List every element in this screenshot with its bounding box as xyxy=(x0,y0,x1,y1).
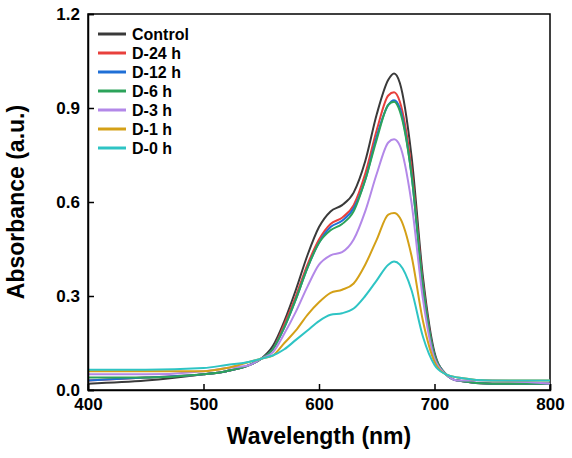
x-axis-line xyxy=(89,384,551,391)
x-tick-mark xyxy=(434,384,436,390)
series-line xyxy=(88,100,550,384)
y-axis: 0.0 0.3 0.6 0.9 1.2 xyxy=(56,5,94,400)
legend-swatch xyxy=(98,52,126,55)
plot-area: 4005006007008000.00.30.60.91.2ControlD-2… xyxy=(56,5,564,414)
y-tick-mark xyxy=(88,202,94,204)
x-tick: 600 xyxy=(305,384,333,414)
legend-entry: D-6 h xyxy=(98,83,172,100)
legend-swatch xyxy=(98,90,126,93)
legend-label: Control xyxy=(132,26,189,43)
legend-swatch xyxy=(98,33,126,36)
legend-swatch xyxy=(98,109,126,112)
x-tick: 800 xyxy=(536,384,564,414)
y-axis-line xyxy=(89,15,95,391)
lines xyxy=(88,74,550,384)
x-tick-mark xyxy=(319,384,321,390)
y-tick-mark xyxy=(88,390,94,392)
legend-entry: D-24 h xyxy=(98,45,181,62)
legend-swatch xyxy=(98,147,126,150)
plot-frame xyxy=(88,14,550,390)
x-tick-label: 600 xyxy=(305,395,333,414)
y-tick-label: 0.9 xyxy=(56,99,80,118)
x-tick-mark xyxy=(550,384,552,390)
x-tick: 500 xyxy=(190,384,218,414)
x-axis: 400500600700800 xyxy=(74,384,564,414)
series-line xyxy=(88,213,550,381)
chart: 4005006007008000.00.30.60.91.2ControlD-2… xyxy=(0,0,572,458)
legend-label: D-1 h xyxy=(132,121,172,138)
y-tick-label: 0.6 xyxy=(56,193,80,212)
y-tick-label: 0.0 xyxy=(56,381,80,400)
y-tick-label: 0.3 xyxy=(56,287,80,306)
x-tick-label: 700 xyxy=(421,395,449,414)
x-tick-label: 500 xyxy=(190,395,218,414)
legend: Control D-24 h D-12 h D-6 h D-3 h D-1 h D-0 h xyxy=(98,26,189,157)
y-tick: 0.9 xyxy=(56,99,94,118)
legend-label: D-6 h xyxy=(132,83,172,100)
legend-entry: D-0 h xyxy=(98,140,172,157)
legend-label: D-24 h xyxy=(132,45,181,62)
series-line xyxy=(88,262,550,381)
series-line xyxy=(88,102,550,384)
y-tick: 0.3 xyxy=(56,287,94,306)
legend-swatch xyxy=(98,71,126,74)
legend-entry: D-12 h xyxy=(98,64,181,81)
y-tick-mark xyxy=(88,14,94,16)
legend-entry: Control xyxy=(98,26,189,43)
legend-entry: D-1 h xyxy=(98,121,172,138)
legend-label: D-3 h xyxy=(132,102,172,119)
legend-label: D-12 h xyxy=(132,64,181,81)
y-tick: 0.0 xyxy=(56,381,94,400)
y-tick-label: 1.2 xyxy=(56,5,80,24)
series-line xyxy=(88,139,550,383)
y-tick: 1.2 xyxy=(56,5,94,24)
x-axis-title: Wavelength (nm) xyxy=(227,423,411,449)
y-tick: 0.6 xyxy=(56,193,94,212)
x-tick-mark xyxy=(203,384,205,390)
legend-entry: D-3 h xyxy=(98,102,172,119)
y-axis-title: Absorbance (a.u.) xyxy=(3,105,29,299)
series-line xyxy=(88,92,550,383)
y-tick-mark xyxy=(88,108,94,110)
y-tick-mark xyxy=(88,296,94,298)
legend-label: D-0 h xyxy=(132,140,172,157)
x-tick-label: 800 xyxy=(536,395,564,414)
x-tick: 700 xyxy=(421,384,449,414)
legend-swatch xyxy=(98,128,126,131)
series-line xyxy=(88,74,550,384)
